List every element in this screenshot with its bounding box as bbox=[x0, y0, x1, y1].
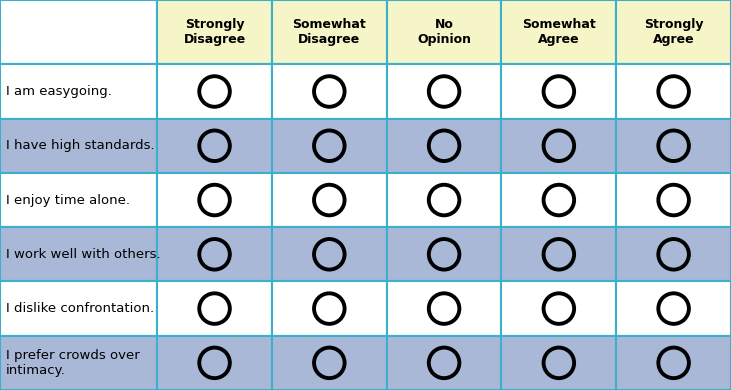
Text: I enjoy time alone.: I enjoy time alone. bbox=[6, 193, 130, 207]
Ellipse shape bbox=[544, 76, 574, 107]
Bar bbox=[387, 0, 501, 64]
Bar bbox=[272, 173, 387, 227]
Text: No
Opinion: No Opinion bbox=[417, 18, 471, 46]
Ellipse shape bbox=[314, 76, 344, 107]
Bar bbox=[0, 173, 157, 227]
Ellipse shape bbox=[429, 239, 459, 269]
Ellipse shape bbox=[429, 347, 459, 378]
Ellipse shape bbox=[544, 293, 574, 324]
Bar bbox=[157, 282, 272, 336]
Bar bbox=[501, 227, 616, 282]
Ellipse shape bbox=[659, 347, 689, 378]
Bar bbox=[501, 336, 616, 390]
Bar bbox=[616, 173, 731, 227]
Bar bbox=[387, 173, 501, 227]
Bar bbox=[0, 227, 157, 282]
Text: I work well with others.: I work well with others. bbox=[6, 248, 161, 261]
Bar bbox=[616, 336, 731, 390]
Ellipse shape bbox=[200, 76, 230, 107]
Ellipse shape bbox=[544, 239, 574, 269]
Ellipse shape bbox=[659, 76, 689, 107]
Bar bbox=[0, 336, 157, 390]
Ellipse shape bbox=[200, 293, 230, 324]
Bar bbox=[616, 227, 731, 282]
Ellipse shape bbox=[200, 239, 230, 269]
Text: I prefer crowds over
intimacy.: I prefer crowds over intimacy. bbox=[6, 349, 140, 377]
Bar bbox=[501, 282, 616, 336]
Ellipse shape bbox=[429, 76, 459, 107]
Ellipse shape bbox=[544, 185, 574, 215]
Ellipse shape bbox=[429, 185, 459, 215]
Bar bbox=[157, 227, 272, 282]
Text: I am easygoing.: I am easygoing. bbox=[6, 85, 112, 98]
Bar bbox=[501, 173, 616, 227]
Ellipse shape bbox=[200, 185, 230, 215]
Ellipse shape bbox=[659, 131, 689, 161]
Bar bbox=[387, 64, 501, 119]
Bar bbox=[272, 336, 387, 390]
Ellipse shape bbox=[200, 131, 230, 161]
Bar bbox=[501, 0, 616, 64]
Text: Somewhat
Disagree: Somewhat Disagree bbox=[292, 18, 366, 46]
Bar bbox=[387, 282, 501, 336]
Bar bbox=[157, 64, 272, 119]
Ellipse shape bbox=[544, 131, 574, 161]
Bar bbox=[157, 119, 272, 173]
Ellipse shape bbox=[314, 239, 344, 269]
Bar bbox=[387, 336, 501, 390]
Bar bbox=[272, 227, 387, 282]
Bar bbox=[501, 119, 616, 173]
Text: Strongly
Disagree: Strongly Disagree bbox=[183, 18, 246, 46]
Text: Somewhat
Agree: Somewhat Agree bbox=[522, 18, 596, 46]
Bar bbox=[272, 282, 387, 336]
Ellipse shape bbox=[314, 185, 344, 215]
Bar bbox=[272, 0, 387, 64]
Bar bbox=[387, 227, 501, 282]
Bar bbox=[616, 0, 731, 64]
Text: I dislike confrontation.: I dislike confrontation. bbox=[6, 302, 154, 315]
Text: I have high standards.: I have high standards. bbox=[6, 139, 154, 152]
Bar bbox=[501, 64, 616, 119]
Bar bbox=[0, 64, 157, 119]
Text: Strongly
Agree: Strongly Agree bbox=[644, 18, 703, 46]
Ellipse shape bbox=[314, 131, 344, 161]
Bar bbox=[272, 119, 387, 173]
Ellipse shape bbox=[544, 347, 574, 378]
Bar bbox=[157, 0, 272, 64]
Bar bbox=[616, 119, 731, 173]
Bar bbox=[157, 173, 272, 227]
Ellipse shape bbox=[200, 347, 230, 378]
Bar bbox=[157, 336, 272, 390]
Bar bbox=[387, 119, 501, 173]
Bar bbox=[616, 64, 731, 119]
Bar bbox=[272, 64, 387, 119]
Ellipse shape bbox=[314, 347, 344, 378]
Bar bbox=[0, 282, 157, 336]
Bar bbox=[616, 282, 731, 336]
Ellipse shape bbox=[429, 293, 459, 324]
Ellipse shape bbox=[659, 185, 689, 215]
Bar bbox=[0, 119, 157, 173]
Ellipse shape bbox=[429, 131, 459, 161]
Ellipse shape bbox=[659, 239, 689, 269]
Ellipse shape bbox=[659, 293, 689, 324]
Bar bbox=[0, 0, 157, 64]
Ellipse shape bbox=[314, 293, 344, 324]
